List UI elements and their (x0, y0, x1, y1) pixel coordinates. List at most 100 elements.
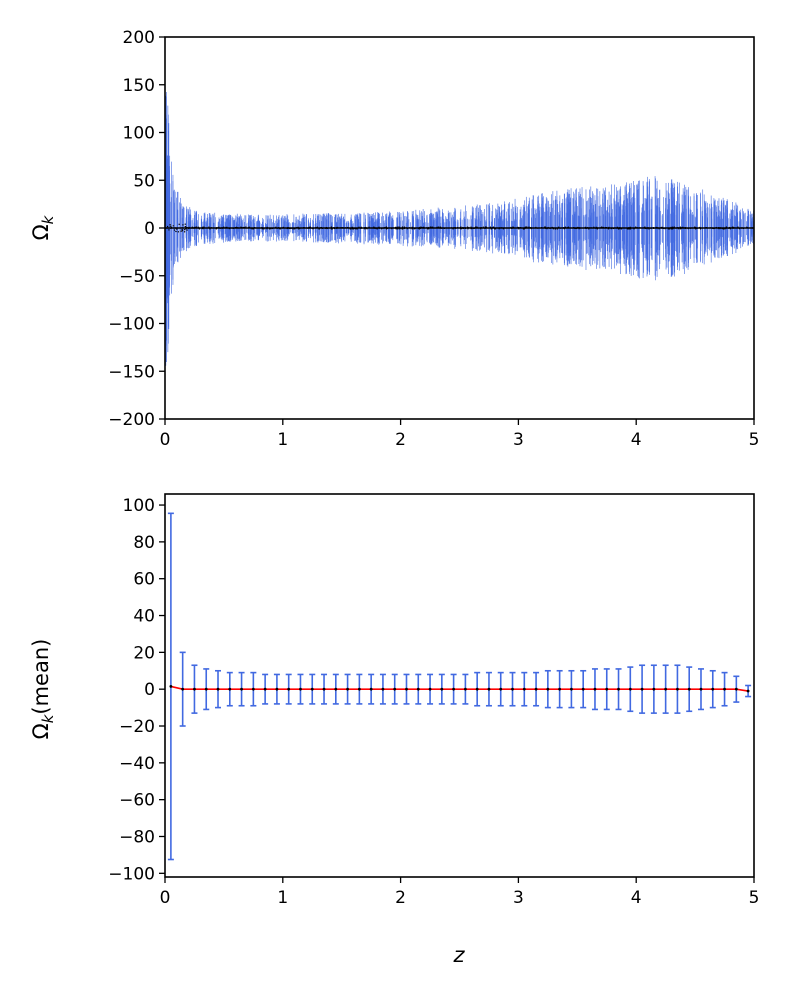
y-tick-label: −50 (119, 267, 155, 287)
mean-point (546, 687, 550, 691)
data-point (427, 228, 429, 230)
data-point (628, 228, 630, 230)
data-point (169, 225, 171, 227)
top-x-ticks: 0 1 2 3 4 5 (160, 419, 759, 450)
mean-point (275, 687, 279, 691)
mean-point (605, 687, 609, 691)
data-point (292, 228, 294, 230)
data-point (512, 226, 514, 228)
data-point (411, 228, 413, 230)
data-point (420, 226, 422, 228)
bottom-plot-area (167, 512, 752, 861)
mean-point (334, 687, 338, 691)
mean-point (287, 687, 291, 691)
data-point (198, 228, 201, 230)
data-point (176, 228, 178, 230)
data-point (635, 226, 637, 228)
data-point (524, 226, 526, 228)
data-point (564, 226, 566, 228)
top-y-ticks: 200 150 100 50 0 −50 −100 −150 −200 (108, 28, 165, 430)
data-point (476, 226, 478, 228)
data-point (567, 226, 569, 228)
y-tick-label: 0 (144, 680, 155, 700)
data-point (670, 228, 673, 230)
data-point (398, 226, 400, 228)
data-point (554, 228, 556, 230)
data-point (178, 223, 180, 225)
data-point (482, 226, 484, 228)
data-point (466, 226, 469, 228)
data-point (376, 228, 378, 230)
y-tick-label: 0 (144, 219, 155, 239)
mean-point (487, 687, 491, 691)
mean-point (322, 687, 326, 691)
x-tick-label: 3 (513, 888, 524, 908)
data-point (350, 228, 352, 230)
data-point (396, 226, 398, 228)
mean-point (628, 687, 632, 691)
data-point (617, 228, 620, 230)
data-point (494, 228, 496, 230)
y-tick-label: −100 (108, 315, 155, 335)
y-tick-label: −40 (119, 754, 155, 774)
x-tick-label: 3 (513, 430, 524, 450)
mean-point (251, 687, 255, 691)
mean-point (570, 687, 573, 691)
mean-point (499, 687, 503, 691)
data-point (218, 226, 220, 228)
mean-point (734, 687, 738, 691)
data-point (185, 226, 187, 228)
data-point (439, 226, 441, 228)
data-point (671, 226, 673, 228)
data-point (172, 225, 174, 227)
mean-point (452, 687, 456, 691)
mean-point (676, 687, 679, 691)
mean-point (310, 687, 314, 691)
data-point (526, 226, 528, 228)
mean-point (463, 687, 467, 691)
mean-point (169, 685, 173, 688)
data-point (667, 228, 670, 230)
data-point (197, 226, 200, 228)
data-point (601, 226, 603, 228)
mean-point (228, 687, 232, 691)
data-point (330, 226, 332, 228)
data-point (364, 228, 366, 230)
mean-point (534, 687, 538, 691)
mean-point (617, 687, 620, 691)
y-tick-label: 40 (133, 607, 155, 627)
mean-point (522, 687, 526, 691)
data-point (699, 228, 702, 230)
data-point (440, 226, 442, 228)
y-tick-label: −20 (119, 717, 155, 737)
data-point (177, 231, 179, 233)
data-point (725, 226, 728, 228)
data-point (502, 228, 505, 230)
data-point (248, 226, 250, 228)
y-tick-label: −200 (108, 410, 155, 430)
data-point (731, 226, 734, 228)
data-point (695, 228, 697, 230)
data-point (629, 228, 632, 230)
y-tick-label: 50 (133, 171, 155, 191)
data-point (245, 226, 247, 228)
mean-point (699, 687, 703, 691)
mean-point (440, 687, 444, 691)
y-tick-label: −150 (108, 362, 155, 382)
data-point (175, 230, 177, 233)
data-point (737, 226, 739, 228)
data-point (396, 228, 399, 230)
mean-point (652, 687, 656, 691)
mean-point (393, 687, 397, 691)
mean-point (593, 687, 597, 691)
y-tick-label: 100 (123, 124, 155, 144)
data-point (240, 226, 242, 228)
data-point (528, 226, 530, 228)
mean-point (416, 687, 420, 691)
data-point (544, 226, 547, 228)
bottom-panel: 0 1 2 3 4 5 100 80 60 40 20 0 −20 −40 −60 −80 −100 Ωk(m… (29, 493, 759, 967)
x-tick-label: 4 (631, 888, 642, 908)
mean-point (381, 687, 385, 691)
data-point (470, 226, 472, 228)
